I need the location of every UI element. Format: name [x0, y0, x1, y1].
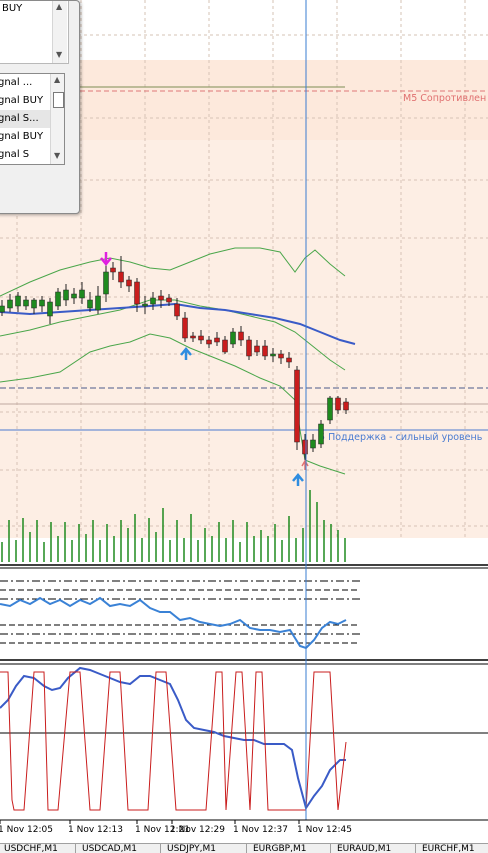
bear-candle [238, 331, 244, 341]
bear-candle [214, 337, 220, 343]
bull-candle [270, 353, 276, 357]
bear-candle [302, 439, 308, 455]
bear-candle [278, 353, 284, 359]
bull-candle [327, 397, 333, 421]
indicator-line-blue [0, 666, 346, 811]
bull-candle [103, 271, 109, 295]
bull-candle [0, 305, 5, 313]
indicator-panel-1 [0, 580, 360, 650]
bear-candle [262, 345, 268, 357]
resistance-label: M5 Сопротивлен [403, 93, 486, 104]
candles [0, 256, 349, 470]
bear-candle [118, 271, 124, 283]
bear-candle [198, 335, 204, 341]
sell-arrow-icon [100, 252, 112, 266]
scroll-up-icon[interactable]: ▲ [56, 2, 63, 11]
bear-candle [286, 357, 292, 363]
time-label: 1 Nov 12:37 [233, 825, 288, 835]
bull-candle [87, 299, 93, 309]
time-label: 1 Nov 12:45 [297, 825, 352, 835]
top-list-item[interactable]: BUY [2, 3, 23, 14]
bull-candle [23, 299, 29, 307]
moving-average [0, 302, 356, 345]
scroll-down-icon[interactable]: ▼ [56, 50, 63, 59]
bull-candle [142, 303, 148, 307]
support-label: 5 Поддержка - сильный уровень [319, 432, 483, 443]
tab-usdchf[interactable]: USDCHF,M1 [4, 844, 58, 853]
middle-band [0, 299, 346, 371]
bull-candle [71, 293, 77, 299]
time-label: 1 Nov 12:13 [68, 825, 123, 835]
bull-candle [95, 295, 101, 311]
bear-candle [110, 267, 116, 273]
bear-candle [126, 279, 132, 287]
buy-arrow-icon [292, 473, 304, 486]
signal-item[interactable]: gnal BUY [0, 131, 44, 142]
indicator-line-1 [0, 596, 347, 650]
bear-candle [343, 401, 349, 411]
volume-bg [0, 538, 488, 565]
bull-candle [31, 299, 37, 309]
top-listbox[interactable]: BUY ▲ ▼ [0, 1, 69, 64]
bull-candle [7, 299, 13, 309]
volume-bars [1, 490, 346, 562]
bear-candle [222, 339, 228, 353]
tab-usdjpy[interactable]: USDJPY,M1 [160, 844, 216, 853]
tab-eurgbp[interactable]: EURGBP,M1 [246, 844, 306, 853]
bear-candle [335, 397, 341, 411]
signal-item[interactable]: gnal S [0, 149, 30, 160]
signal-item[interactable]: gnal ... [0, 77, 33, 88]
ma-line [0, 302, 356, 345]
bull-candle [55, 291, 61, 307]
bear-candle [182, 317, 188, 339]
bull-candle [318, 423, 324, 445]
bear-candle [254, 345, 260, 353]
bull-candle [15, 295, 21, 307]
scroll-up-icon[interactable]: ▲ [54, 75, 61, 84]
bear-candle [190, 335, 196, 339]
signal-listbox[interactable]: gnal ... gnal BUY gnal S... gnal BUY gna… [0, 73, 65, 165]
time-label: 1 Nov 12:21 [135, 825, 190, 835]
buy-arrow-icon [180, 347, 192, 360]
bull-candle [150, 297, 156, 305]
bear-candle [166, 297, 172, 303]
bull-candle [310, 439, 316, 449]
bull-candle [230, 331, 236, 345]
signal-list-scrollbar[interactable]: ▲ ▼ [50, 74, 64, 164]
signal-dialog[interactable]: BUY ▲ ▼ gnal ... gnal BUY gnal S... gnal… [0, 0, 80, 214]
small-up-arrow-icon [301, 459, 309, 470]
upper-band [0, 247, 346, 297]
bear-candle [174, 303, 180, 317]
indicator-line-red [0, 671, 347, 811]
bear-candle [246, 339, 252, 357]
bear-candle [294, 369, 300, 443]
scroll-down-icon[interactable]: ▼ [54, 151, 61, 160]
bull-candle [39, 299, 45, 307]
signal-item-selected[interactable]: gnal S... [0, 110, 52, 128]
time-label: 1 Nov 12:29 [170, 825, 225, 835]
tab-euraud[interactable]: EURAUD,M1 [330, 844, 391, 853]
symbol-tab-bar: USDCHF,M1 USDCAD,M1 USDJPY,M1 EURGBP,M1 … [0, 843, 488, 853]
tab-eurchf[interactable]: EURCHF,M1 [415, 844, 475, 853]
tab-usdcad[interactable]: USDCAD,M1 [75, 844, 137, 853]
signal-item[interactable]: gnal BUY [0, 95, 44, 106]
bear-candle [206, 339, 212, 345]
indicator-panel-2 [0, 666, 488, 811]
scroll-thumb[interactable] [53, 92, 64, 108]
bull-candle [79, 289, 85, 299]
bear-candle [158, 295, 164, 301]
bull-candle [63, 289, 69, 301]
signal-arrows [100, 252, 309, 486]
top-list-scrollbar[interactable]: ▲ ▼ [52, 1, 67, 63]
bull-candle [47, 301, 53, 317]
time-axis: 1 Nov 12:05 1 Nov 12:13 1 Nov 12:211 Nov 1… [0, 820, 352, 835]
bear-candle [134, 281, 140, 305]
time-label: 1 Nov 12:05 [0, 825, 53, 835]
